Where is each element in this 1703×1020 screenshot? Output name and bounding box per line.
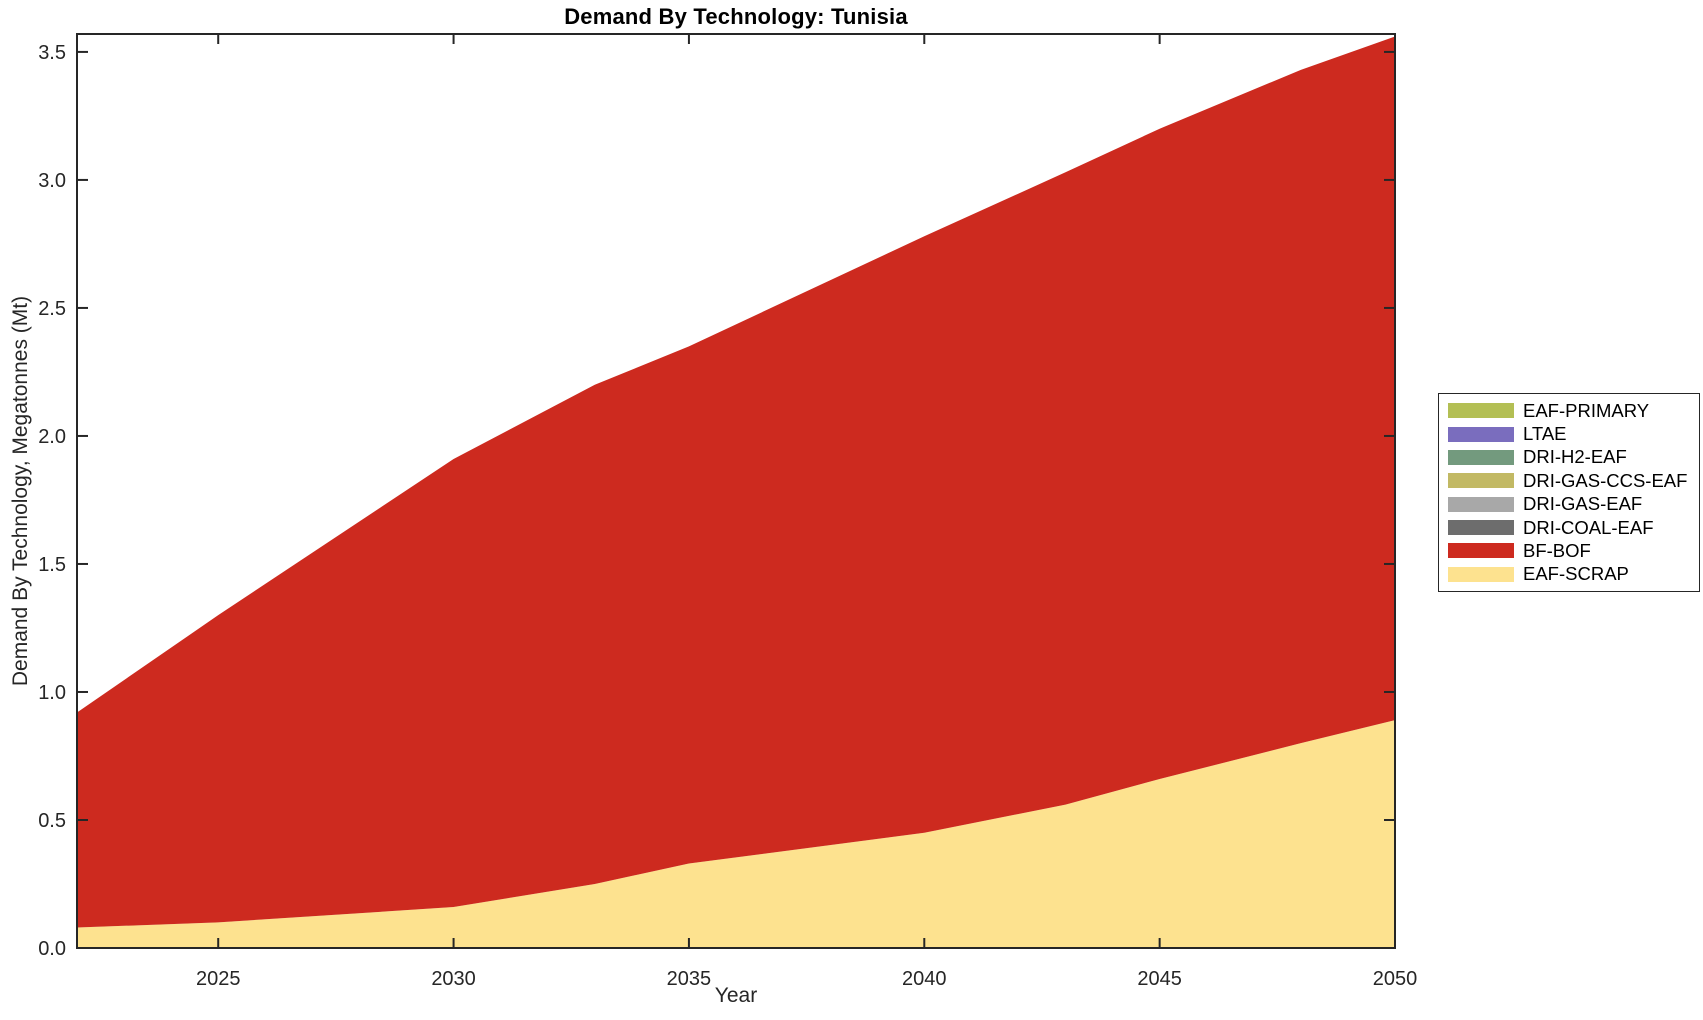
legend-item-eaf-primary: EAF-PRIMARY xyxy=(1439,400,1699,422)
legend-swatch xyxy=(1448,496,1514,512)
legend-swatch xyxy=(1448,473,1514,489)
y-tick-label: 2.5 xyxy=(38,298,66,320)
y-axis-label: Demand By Technology, Megatonnes (Mt) xyxy=(9,295,32,687)
chart-title: Demand By Technology: Tunisia xyxy=(564,4,908,29)
legend-swatch xyxy=(1448,449,1514,465)
legend-label: BF-BOF xyxy=(1523,539,1591,561)
axes-box xyxy=(76,33,1396,949)
legend-item-dri-gas-ccs-eaf: DRI-GAS-CCS-EAF xyxy=(1439,470,1699,492)
legend-swatch xyxy=(1448,520,1514,536)
x-tick-label: 2030 xyxy=(431,968,476,990)
legend-item-bf-bof: BF-BOF xyxy=(1439,540,1699,562)
area-eaf-scrap xyxy=(77,720,1395,948)
y-tick-label: 0.5 xyxy=(38,810,66,832)
x-tick-label: 2050 xyxy=(1373,968,1418,990)
area-bf-bof xyxy=(77,36,1395,928)
y-tick-label: 2.0 xyxy=(38,426,66,448)
x-tick-label: 2035 xyxy=(667,968,712,990)
x-tick-label: 2045 xyxy=(1137,968,1182,990)
legend-label: EAF-PRIMARY xyxy=(1523,399,1650,421)
legend-item-ltae: LTAE xyxy=(1439,423,1699,445)
x-tick-label: 2040 xyxy=(902,968,947,990)
legend-label: DRI-GAS-CCS-EAF xyxy=(1523,469,1688,491)
y-tick-label: 1.5 xyxy=(38,554,66,576)
legend: EAF-PRIMARY LTAE DRI-H2-EAF DRI-GAS-CCS-EAF… xyxy=(1438,393,1700,592)
legend-item-dri-h2-eaf: DRI-H2-EAF xyxy=(1439,446,1699,468)
y-tick-label: 1.0 xyxy=(38,682,66,704)
legend-label: DRI-H2-EAF xyxy=(1523,446,1627,468)
y-tick-label: 0.0 xyxy=(38,938,66,960)
y-tick-label: 3.0 xyxy=(38,170,66,192)
legend-item-dri-coal-eaf: DRI-COAL-EAF xyxy=(1439,517,1699,539)
legend-swatch xyxy=(1448,403,1514,419)
legend-label: DRI-COAL-EAF xyxy=(1523,516,1654,538)
legend-label: LTAE xyxy=(1523,423,1567,445)
x-axis-label: Year xyxy=(714,984,758,1007)
legend-item-eaf-scrap: EAF-SCRAP xyxy=(1439,563,1699,585)
legend-swatch xyxy=(1448,566,1514,582)
legend-label: DRI-GAS-EAF xyxy=(1523,493,1643,515)
y-tick-label: 3.5 xyxy=(38,42,66,64)
legend-swatch xyxy=(1448,426,1514,442)
legend-item-dri-gas-eaf: DRI-GAS-EAF xyxy=(1439,493,1699,515)
x-tick-label: 2025 xyxy=(196,968,241,990)
legend-swatch xyxy=(1448,543,1514,559)
legend-label: EAF-SCRAP xyxy=(1523,563,1629,585)
